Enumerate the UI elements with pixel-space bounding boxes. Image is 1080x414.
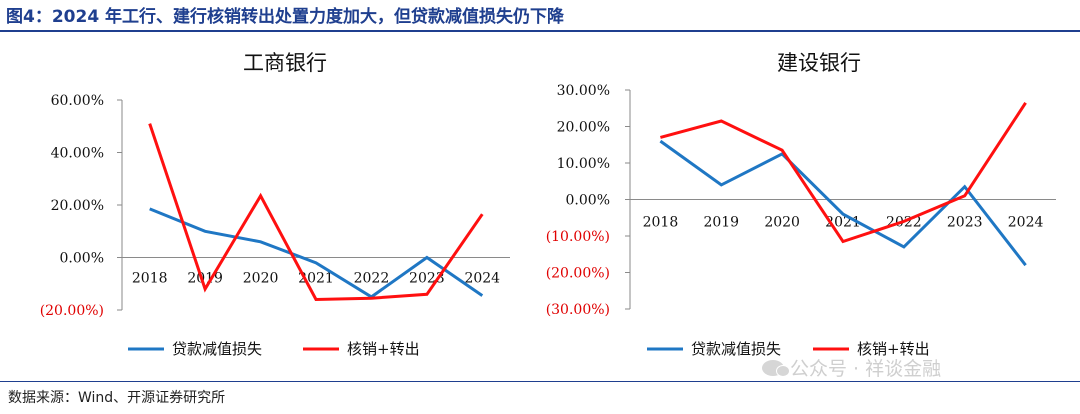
chart-0-category-label: 2024 [464,271,500,287]
chart-0-ytick-label: 60.00% [51,93,104,109]
chart-0-series-0-line [149,207,484,299]
source-rule [0,381,1080,382]
source-note: 数据来源：Wind、开源证券研究所 [8,390,226,406]
chart-0-category-label: 2018 [132,271,168,287]
chart-0-ytick-label: 40.00% [51,146,104,162]
chart-0-category-label: 2020 [243,271,279,287]
chart-1-category-label: 2023 [947,215,983,231]
chart-1-legend-label-0: 贷款减值损失 [691,340,781,358]
chart-0-ytick-label: 20.00% [51,198,104,214]
chart-0-series-1-line [148,123,484,302]
chart-1-series-1-line [660,101,1027,244]
figure-title: 图4：2024 年工行、建行核销转出处置力度加大，但贷款减值损失仍下降 [6,7,565,27]
chart-1-category-label: 2018 [643,215,679,231]
chart-1-legend-label-1: 核销+转出 [857,340,930,358]
chart-0-title: 工商银行 [243,51,327,75]
chart-1-title: 建设银行 [777,51,861,75]
title-rule [0,30,1080,32]
chart-1-ytick-label: 30.00% [557,83,610,99]
chart-1-series-0-line [659,139,1027,267]
chart-0-legend-label-0: 贷款减值损失 [172,340,262,358]
chart-0-category-label: 2022 [354,271,390,287]
watermark-text: 公众号 · 祥谈金融 [790,358,942,380]
chart-1-ytick-label: (20.00%) [546,266,610,282]
watermark: 公众号 · 祥谈金融 [762,354,941,381]
chart-0-legend-label-1: 核销+转出 [347,340,420,358]
chart-0-ytick-label: 0.00% [60,251,104,267]
chart-0-ytick-label: (20.00%) [40,303,104,319]
chart-1-ytick-label: 0.00% [566,193,610,209]
chart-1-ytick-label: 10.00% [557,156,610,172]
chart-1-ytick-label: (10.00%) [546,229,610,245]
chart-1-category-label: 2019 [703,215,739,231]
chart-0-category-label: 2019 [187,271,223,287]
chart-1-category-label: 2020 [764,215,800,231]
chart-1-ytick-label: 20.00% [557,120,610,136]
chart-1-ytick-label: (30.00%) [546,302,610,318]
wechat-icon [762,359,790,377]
chart-1-category-label: 2024 [1008,215,1044,231]
